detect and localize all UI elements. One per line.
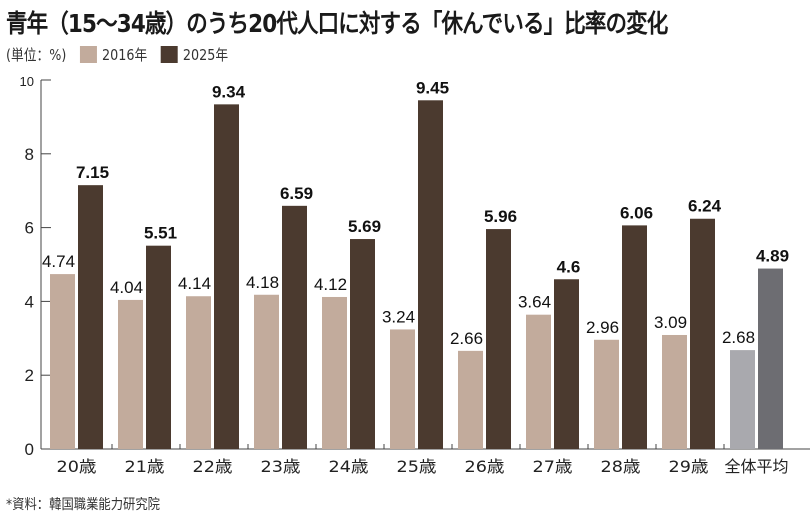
data-label: 2.68 (722, 328, 755, 347)
legend-swatch-2016 (79, 46, 97, 63)
bar-2025 (418, 100, 443, 450)
unit-label: (単位：%) (6, 46, 67, 64)
data-label: 3.64 (518, 293, 551, 312)
y-tick-label: 8 (25, 145, 34, 164)
bar-2025 (486, 229, 511, 449)
legend-label-2016: 2016年 (102, 46, 148, 64)
x-tick-label: 26歳 (465, 457, 505, 476)
bar-2025 (214, 104, 239, 449)
y-tick-label: 0 (25, 440, 34, 459)
bar-2016 (594, 339, 619, 449)
x-tick-label: 27歳 (533, 457, 573, 476)
data-label: 4.89 (756, 247, 789, 266)
bar-2025 (146, 245, 171, 449)
data-label: 5.96 (484, 207, 517, 226)
x-tick-label: 28歳 (601, 457, 641, 476)
legend-label-2025: 2025年 (182, 46, 229, 64)
legend: (単位：%) 2016年 2025年 (6, 44, 228, 65)
bar-2016 (50, 274, 75, 449)
legend-swatch-2025 (160, 46, 178, 63)
data-label: 6.24 (688, 197, 722, 216)
bar-2025 (78, 185, 103, 450)
x-tick-label: 24歳 (329, 457, 369, 476)
chart-title: 青年（15～34歳）のうち20代人口に対する「休んでいる」比率の変化 (6, 9, 668, 38)
bar-2016 (118, 299, 143, 449)
bar-2016 (662, 334, 687, 449)
bar-2016 (390, 329, 415, 449)
x-tick-label: 全体平均 (725, 457, 789, 476)
bar-2025 (690, 218, 715, 449)
bar-2025 (622, 225, 647, 449)
data-label: 4.04 (110, 278, 143, 297)
x-tick-label: 25歳 (397, 457, 437, 476)
x-tick-label: 22歳 (193, 457, 233, 476)
data-label: 4.6 (557, 257, 581, 276)
y-tick-label: 10 (20, 74, 34, 89)
bar-2016 (730, 350, 755, 449)
data-label: 3.24 (382, 307, 415, 326)
data-label: 4.18 (246, 273, 279, 292)
y-tick-label: 4 (25, 292, 34, 311)
data-label: 2.66 (450, 329, 483, 348)
data-label: 3.09 (654, 313, 687, 332)
data-label: 6.59 (280, 184, 313, 203)
bar-2016 (458, 350, 483, 449)
data-label: 7.15 (76, 163, 109, 182)
bar-2016 (526, 314, 551, 449)
data-label: 5.51 (144, 224, 177, 243)
bar-2016 (186, 296, 211, 449)
bar-2025 (554, 279, 579, 449)
bar-2016 (322, 296, 347, 449)
x-tick-label: 20歳 (57, 457, 97, 476)
bar-2016 (254, 294, 279, 449)
x-tick-label: 23歳 (261, 457, 301, 476)
data-label: 5.69 (348, 217, 381, 236)
bar-2025 (350, 239, 375, 449)
data-label: 4.14 (178, 274, 211, 293)
y-tick-label: 2 (25, 366, 34, 385)
y-tick-label: 6 (25, 219, 34, 238)
data-label: 9.45 (416, 78, 449, 97)
data-label: 4.74 (42, 252, 75, 271)
bar-2025 (758, 268, 783, 449)
source-note: *資料：韓国職業能力研究院 (6, 497, 160, 513)
data-label: 9.34 (212, 82, 246, 101)
data-label: 6.06 (620, 203, 653, 222)
x-tick-label: 21歳 (125, 457, 165, 476)
data-label: 2.96 (586, 318, 619, 337)
data-label: 4.12 (314, 275, 347, 294)
x-tick-label: 29歳 (669, 457, 709, 476)
bar-2025 (282, 205, 307, 449)
